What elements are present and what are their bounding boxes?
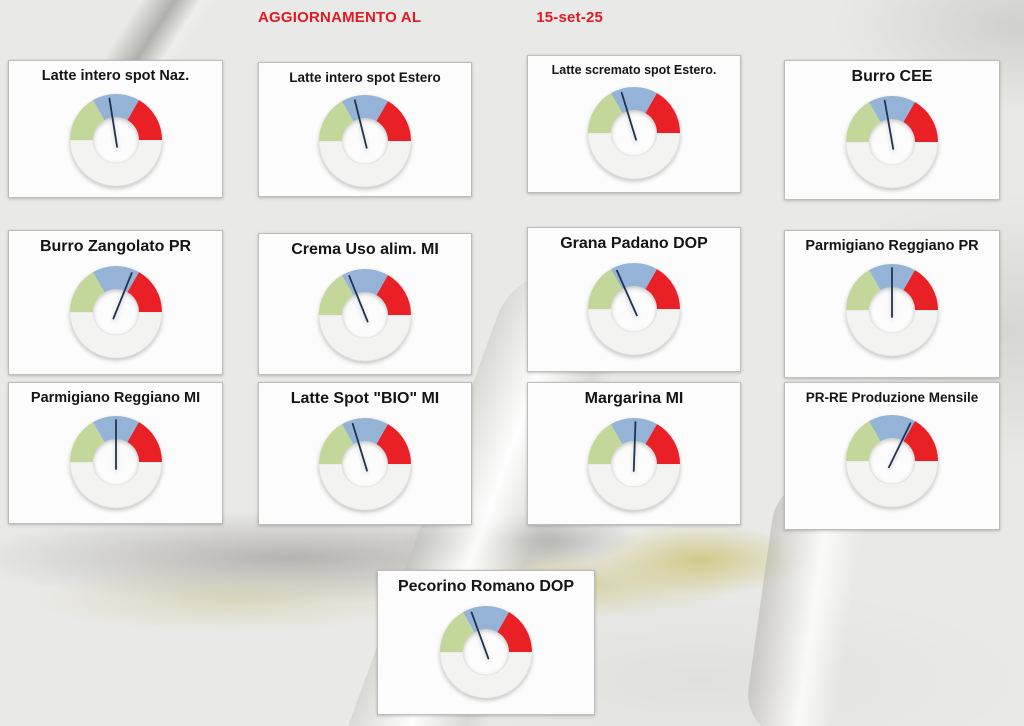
gauge-panel: Parmigiano Reggiano MI [8,382,223,524]
gauge-title: Latte intero spot Estero [289,70,441,85]
gauge-panel: Latte Spot "BIO" MI [258,382,472,525]
gauge-title: Margarina MI [584,390,684,407]
gauge-panel: Grana Padano DOP [527,227,741,372]
gauge-chart [318,268,412,362]
gauge-title: Latte scremato spot Estero. [551,63,717,77]
gauge-chart [845,95,939,189]
gauge-panel: Latte intero spot Estero [258,62,472,197]
gauge-panel: Latte intero spot Naz. [8,60,223,198]
update-label: AGGIORNAMENTO AL [258,9,422,26]
update-header: AGGIORNAMENTO AL 15-set-25 [258,9,603,26]
gauge-title: Parmigiano Reggiano MI [30,390,201,406]
gauge-panel: Latte scremato spot Estero. [527,55,741,193]
gauge-title: Grana Padano DOP [560,235,708,252]
gauge-title: Burro Zangolato PR [39,238,192,255]
gauge-chart [69,265,162,359]
gauge-chart [69,93,162,187]
gauge-chart [318,94,412,188]
gauge-title: Burro CEE [851,68,933,85]
gauge-chart [587,417,681,511]
gauge-panel: Margarina MI [527,382,741,525]
update-date: 15-set-25 [536,9,604,26]
gauge-panel: Burro Zangolato PR [8,230,223,375]
gauge-title: Latte intero spot Naz. [41,68,190,84]
gauge-panel: Burro CEE [784,60,1000,200]
gauge-chart [845,414,939,508]
gauge-title: Latte Spot "BIO" MI [290,390,440,407]
gauge-chart [587,86,681,180]
gauge-chart [845,263,939,357]
gauge-chart [318,417,412,511]
gauge-panel: Pecorino Romano DOP [377,570,595,715]
gauge-needle [883,99,895,150]
gauge-needle [353,99,368,149]
gauge-needle [888,422,912,469]
gauge-title: Crema Uso alim. MI [291,241,439,258]
gauge-panel: PR-RE Produzione Mensile [784,382,1000,530]
gauge-title: Pecorino Romano DOP [397,578,575,595]
gauge-chart [587,262,681,356]
gauge-panel: Crema Uso alim. MI [258,233,472,375]
gauge-title: PR-RE Produzione Mensile [805,390,979,405]
gauge-needle [620,91,637,141]
gauge-panel: Parmigiano Reggiano PR [784,230,1000,378]
gauge-chart [69,415,162,509]
gauge-needle [111,272,133,320]
gauge-chart [439,605,533,699]
gauge-title: Parmigiano Reggiano PR [805,238,979,254]
